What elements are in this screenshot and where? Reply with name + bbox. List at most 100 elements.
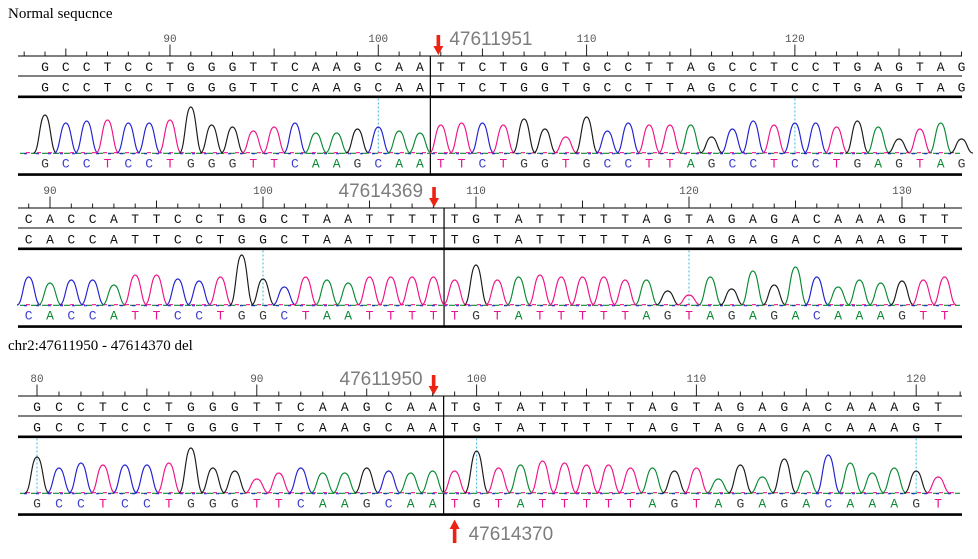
base-call-row2: A	[110, 232, 118, 247]
base-call-row1: A	[749, 212, 757, 227]
colored-base-call: A	[874, 157, 882, 172]
breakpoint-position-number: 47611951	[449, 29, 532, 50]
base-call-row1: C	[143, 400, 151, 415]
base-call-row1: T	[495, 400, 503, 415]
colored-base-call: C	[67, 309, 75, 324]
trace-peak	[470, 122, 495, 154]
colored-base-call: G	[541, 157, 549, 172]
ruler-tick-label: 120	[679, 186, 699, 198]
colored-base-call: A	[758, 497, 766, 512]
base-call-row1: C	[121, 400, 129, 415]
base-call-row2: T	[495, 420, 503, 435]
trace-peak	[314, 279, 339, 306]
colored-base-call: T	[666, 157, 674, 172]
trace-peak	[771, 458, 797, 494]
colored-base-call: C	[824, 497, 832, 512]
base-call-row2: C	[67, 232, 75, 247]
base-call-row2: C	[121, 420, 129, 435]
base-call-row2: C	[604, 80, 612, 95]
base-call-row2: C	[62, 80, 70, 95]
base-call-row1: A	[792, 212, 800, 227]
trace-peak	[727, 464, 753, 494]
colored-base-call: G	[898, 309, 906, 324]
trace-peak	[741, 120, 765, 154]
base-call-row1: G	[728, 212, 736, 227]
base-call-row1: C	[77, 400, 85, 415]
colored-base-call: A	[749, 309, 757, 324]
base-call-row1: G	[231, 400, 239, 415]
base-call-row2: T	[302, 232, 310, 247]
base-call-row2: G	[33, 420, 41, 435]
base-call-row1: A	[319, 400, 327, 415]
colored-base-call: A	[890, 497, 898, 512]
base-call-row1: A	[515, 212, 523, 227]
trace-peak	[618, 467, 643, 494]
colored-base-call: T	[627, 497, 635, 512]
base-call-row1: A	[834, 212, 842, 227]
base-call-row2: G	[583, 80, 591, 95]
trace-peak	[366, 126, 391, 154]
base-call-row1: T	[408, 212, 416, 227]
base-call-row1: G	[895, 60, 903, 75]
base-call-row1: A	[855, 212, 863, 227]
base-call-row1: A	[517, 400, 525, 415]
base-call-row2: G	[187, 80, 195, 95]
base-call-row1: C	[195, 212, 203, 227]
base-call-row2: T	[499, 80, 507, 95]
trace-peak	[824, 126, 849, 154]
base-call-row1: A	[877, 212, 885, 227]
base-call-row2: T	[216, 232, 224, 247]
position-arrow-down-icon	[433, 35, 444, 55]
trace-peak	[208, 276, 233, 306]
base-call-row2: C	[385, 420, 393, 435]
base-call-row1: A	[802, 400, 810, 415]
base-call-row2: T	[600, 232, 608, 247]
trace-peak	[345, 128, 370, 154]
base-call-row1: T	[302, 212, 310, 227]
trace-peak	[187, 280, 212, 306]
sequence-rows: GGCCCCTTCCCCTTGGGGGGTTTTCCAAAAGGCCAAAATT…	[18, 395, 962, 439]
trace-peak	[719, 288, 744, 306]
trace-peak	[706, 478, 731, 494]
base-call-row1: A	[416, 60, 424, 75]
colored-base-call: C	[624, 157, 632, 172]
trace-peak	[387, 130, 411, 154]
base-call-row1: G	[354, 60, 362, 75]
trace-peak	[552, 462, 577, 494]
base-call-row2: T	[131, 232, 139, 247]
breakpoint-position-number: 47614369	[339, 181, 424, 202]
base-call-row2: T	[99, 420, 107, 435]
colored-base-call: C	[385, 497, 393, 512]
trace-peak	[530, 460, 555, 494]
base-call-row2: C	[812, 80, 820, 95]
base-call-row2: T	[579, 232, 587, 247]
base-call-row1: G	[187, 60, 195, 75]
colored-base-call: T	[451, 309, 459, 324]
base-call-row1: G	[229, 60, 237, 75]
trace-peak	[634, 279, 659, 306]
ruler-tick-label: 90	[250, 374, 263, 386]
base-call-row1: G	[770, 212, 778, 227]
base-call-row2: T	[249, 80, 257, 95]
trace-peak	[574, 116, 599, 154]
base-call-row1: G	[187, 400, 195, 415]
position-arrow-down-icon	[428, 375, 439, 395]
base-call-row1: G	[520, 60, 528, 75]
trace-peak	[262, 126, 286, 154]
base-call-row2: T	[666, 80, 674, 95]
colored-base-call: C	[291, 157, 299, 172]
base-call-row2: T	[916, 80, 924, 95]
trace-peak	[272, 286, 297, 306]
page-title: Normal sequcnce	[8, 6, 113, 22]
base-call-row2: T	[451, 420, 459, 435]
colored-base-call: C	[174, 309, 182, 324]
trace-peak	[908, 128, 932, 154]
base-call-row1: C	[89, 212, 97, 227]
trace-peak	[595, 130, 620, 154]
trace-peak	[570, 276, 595, 306]
base-call-row2: A	[802, 420, 810, 435]
base-call-row2: A	[319, 420, 327, 435]
trace-peak	[354, 467, 380, 494]
base-call-row2: G	[736, 420, 744, 435]
